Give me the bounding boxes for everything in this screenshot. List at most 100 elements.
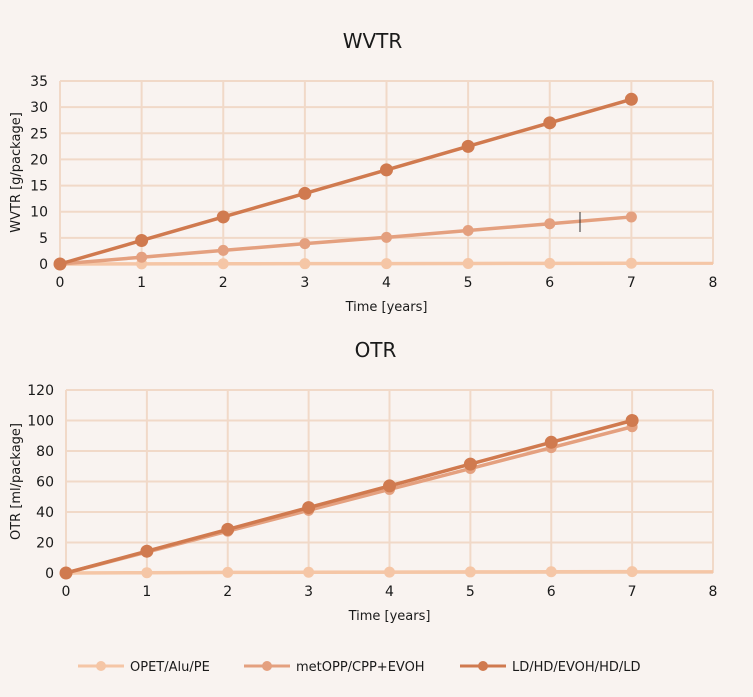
data-point [380, 163, 393, 177]
series-ld-hd-evoh-hd-ld [53, 92, 638, 271]
x-axis-label: Time [years] [345, 300, 428, 315]
data-point [221, 522, 235, 536]
x-tick-label: 1 [142, 584, 151, 600]
data-point [384, 566, 395, 578]
data-point [303, 566, 315, 578]
series-line [59, 97, 632, 266]
data-point [135, 233, 149, 247]
chart-title: WVTR [343, 29, 403, 53]
data-point [298, 186, 312, 200]
y-tick-label: 0 [39, 257, 48, 273]
data-point [625, 211, 637, 223]
legend-swatch-marker [96, 661, 106, 671]
data-point [461, 139, 475, 153]
data-point [299, 238, 311, 250]
y-tick-label: 15 [30, 179, 48, 195]
y-tick-label: 20 [36, 536, 54, 552]
legend-label: OPET/Alu/PE [130, 660, 210, 675]
legend-item: LD/HD/EVOH/HD/LD [460, 660, 640, 675]
x-tick-label: 4 [382, 275, 391, 291]
data-point [53, 257, 67, 271]
x-axis-label: Time [years] [348, 609, 431, 624]
y-tick-label: 100 [27, 414, 54, 430]
data-point [543, 116, 557, 130]
data-point [625, 414, 639, 427]
x-tick-label: 7 [627, 275, 636, 291]
chart-panel-otr: 0 20 40 60 80 100 120 0 1 2 3 4 5 6 7 8 OTR Time [years] O… [9, 338, 717, 624]
y-tick-label: 30 [30, 100, 48, 116]
data-point [222, 566, 234, 578]
series-opet-alu-pe [54, 257, 713, 270]
x-tick-label: 5 [464, 275, 473, 291]
y-axis-label: WVTR [g/package] [9, 112, 24, 233]
x-tick-label: 5 [466, 584, 475, 600]
data-point [545, 566, 557, 578]
legend-swatch-marker [478, 661, 488, 671]
legend-item: metOPP/CPP+EVOH [244, 660, 425, 675]
series-metopp-cpp-evoh [54, 211, 637, 270]
x-tick-label: 0 [56, 275, 65, 291]
x-tick-label: 1 [137, 275, 146, 291]
x-tick-label: 3 [304, 584, 313, 600]
data-point [544, 435, 558, 449]
data-point [624, 92, 638, 106]
y-tick-label: 25 [30, 126, 48, 142]
x-tick-label: 2 [219, 275, 228, 291]
data-point [59, 566, 73, 580]
y-tick-label: 10 [30, 205, 48, 221]
x-tick-label: 0 [62, 584, 71, 600]
data-point [463, 457, 477, 471]
data-point [381, 231, 392, 243]
series-line [65, 418, 633, 575]
y-tick-label: 120 [27, 383, 54, 399]
data-point [302, 501, 316, 515]
chart-title: OTR [355, 338, 397, 362]
x-tick-label: 8 [709, 275, 718, 291]
y-tick-label: 40 [36, 505, 54, 521]
series-line [59, 261, 632, 266]
x-tick-label: 7 [628, 584, 637, 600]
data-point [383, 479, 396, 493]
data-point [462, 225, 474, 237]
series-line [59, 215, 632, 266]
chart-panel-wvtr: 0 5 10 15 20 25 30 35 0 1 2 3 4 5 6 7 8 WVTR Time [years] W… [9, 29, 717, 315]
legend-swatch-marker [262, 661, 272, 671]
y-tick-label: 0 [45, 566, 54, 582]
legend-label: metOPP/CPP+EVOH [296, 660, 425, 675]
x-tick-label: 4 [385, 584, 394, 600]
y-tick-label: 60 [36, 475, 54, 491]
y-tick-label: 5 [39, 231, 48, 247]
data-point [626, 566, 638, 578]
data-point [140, 544, 154, 558]
y-tick-label: 20 [30, 152, 48, 168]
data-point [544, 257, 556, 269]
data-point [381, 258, 392, 270]
data-point [136, 251, 148, 263]
data-point [464, 566, 476, 578]
y-tick-label: 80 [36, 444, 54, 460]
data-point [141, 567, 153, 579]
legend-item: OPET/Alu/PE [78, 660, 210, 675]
y-axis-label: OTR [ml/package] [9, 423, 24, 540]
data-point [544, 218, 556, 230]
data-point [299, 258, 311, 270]
data-point [216, 210, 230, 224]
legend-label: LD/HD/EVOH/HD/LD [512, 660, 640, 675]
x-tick-label: 6 [547, 584, 556, 600]
x-tick-label: 6 [545, 275, 554, 291]
data-point [625, 257, 637, 269]
x-tick-label: 3 [300, 275, 309, 291]
chart-legend: OPET/Alu/PE metOPP/CPP+EVOH LD/HD/EVOH/HD/… [78, 660, 640, 675]
x-tick-label: 8 [709, 584, 718, 600]
data-point [462, 257, 474, 269]
data-point [217, 244, 229, 256]
series-line [65, 569, 633, 575]
data-point [217, 258, 229, 270]
x-tick-label: 2 [223, 584, 232, 600]
series-ld-hd-evoh-hd-ld [59, 414, 639, 580]
y-tick-label: 35 [30, 74, 48, 90]
